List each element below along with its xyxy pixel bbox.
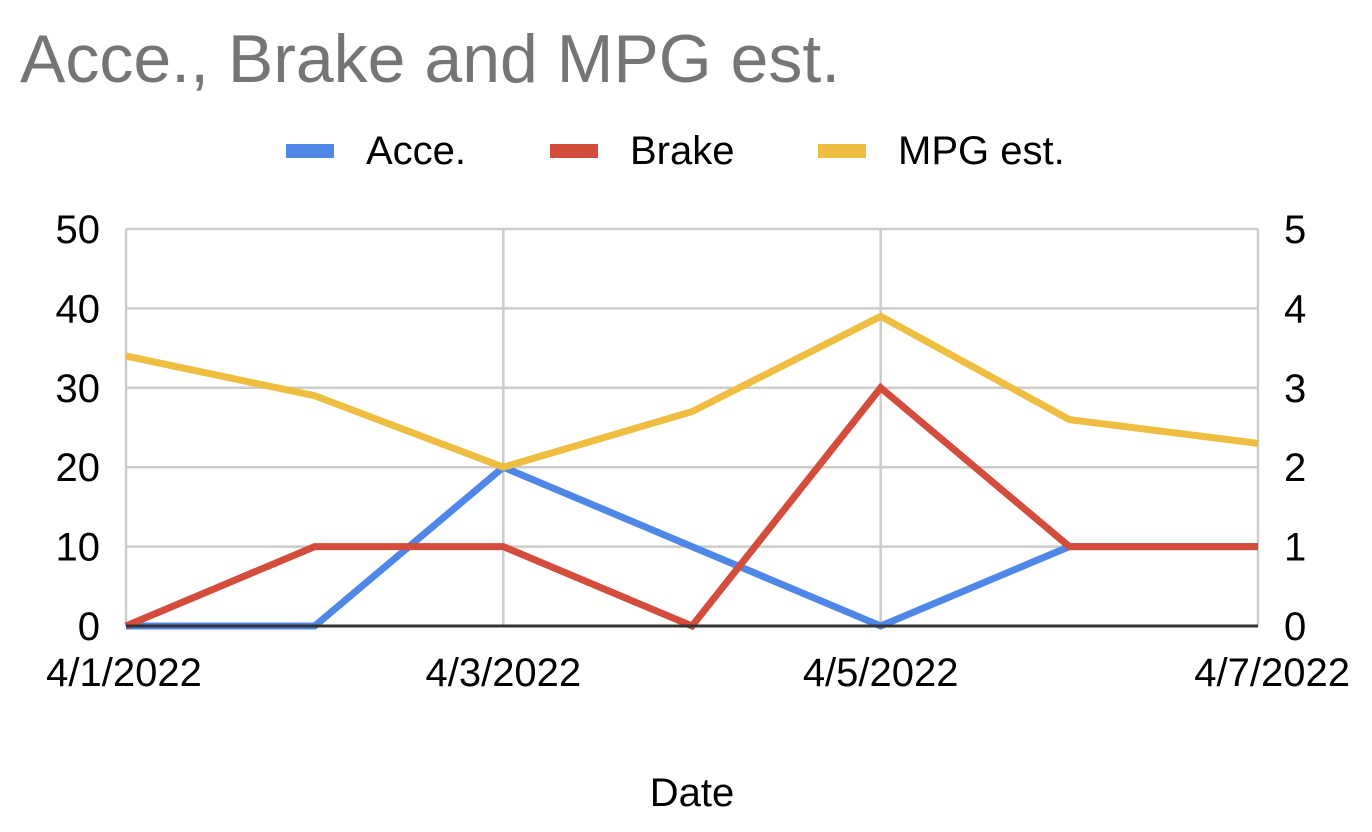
y2-tick-label: 1 <box>1284 526 1306 570</box>
grid <box>126 229 1258 626</box>
x-tick-label: 4/1/2022 <box>46 651 202 695</box>
y-tick-label: 50 <box>56 208 101 252</box>
legend-label: MPG est. <box>898 129 1065 173</box>
x-tick-label: 4/7/2022 <box>1194 651 1350 695</box>
legend: Acce. Brake MPG est. <box>286 129 1065 173</box>
legend-label: Acce. <box>366 129 466 173</box>
series-line-mpg-est <box>126 316 1258 467</box>
y2-tick-label: 0 <box>1284 605 1306 649</box>
x-axis: 4/1/2022 4/3/2022 4/5/2022 4/7/2022 <box>46 651 1350 695</box>
legend-swatch <box>286 144 334 158</box>
legend-swatch <box>550 144 598 158</box>
x-tick-label: 4/3/2022 <box>425 651 581 695</box>
y-tick-label: 10 <box>56 526 101 570</box>
y-tick-label: 0 <box>78 605 100 649</box>
left-y-axis: 0 10 20 30 40 50 <box>56 208 101 649</box>
y-tick-label: 20 <box>56 446 101 490</box>
y-tick-label: 30 <box>56 367 101 411</box>
x-tick-label: 4/5/2022 <box>803 651 959 695</box>
legend-swatch <box>818 144 866 158</box>
right-y-axis: 0 1 2 3 4 5 <box>1284 208 1306 649</box>
y-tick-label: 40 <box>56 287 101 331</box>
y2-tick-label: 3 <box>1284 367 1306 411</box>
y2-tick-label: 4 <box>1284 287 1306 331</box>
y2-tick-label: 5 <box>1284 208 1306 252</box>
chart-title: Acce., Brake and MPG est. <box>20 21 840 97</box>
x-axis-title: Date <box>650 771 735 815</box>
y2-tick-label: 2 <box>1284 446 1306 490</box>
legend-label: Brake <box>630 129 735 173</box>
series-lines <box>126 316 1258 626</box>
